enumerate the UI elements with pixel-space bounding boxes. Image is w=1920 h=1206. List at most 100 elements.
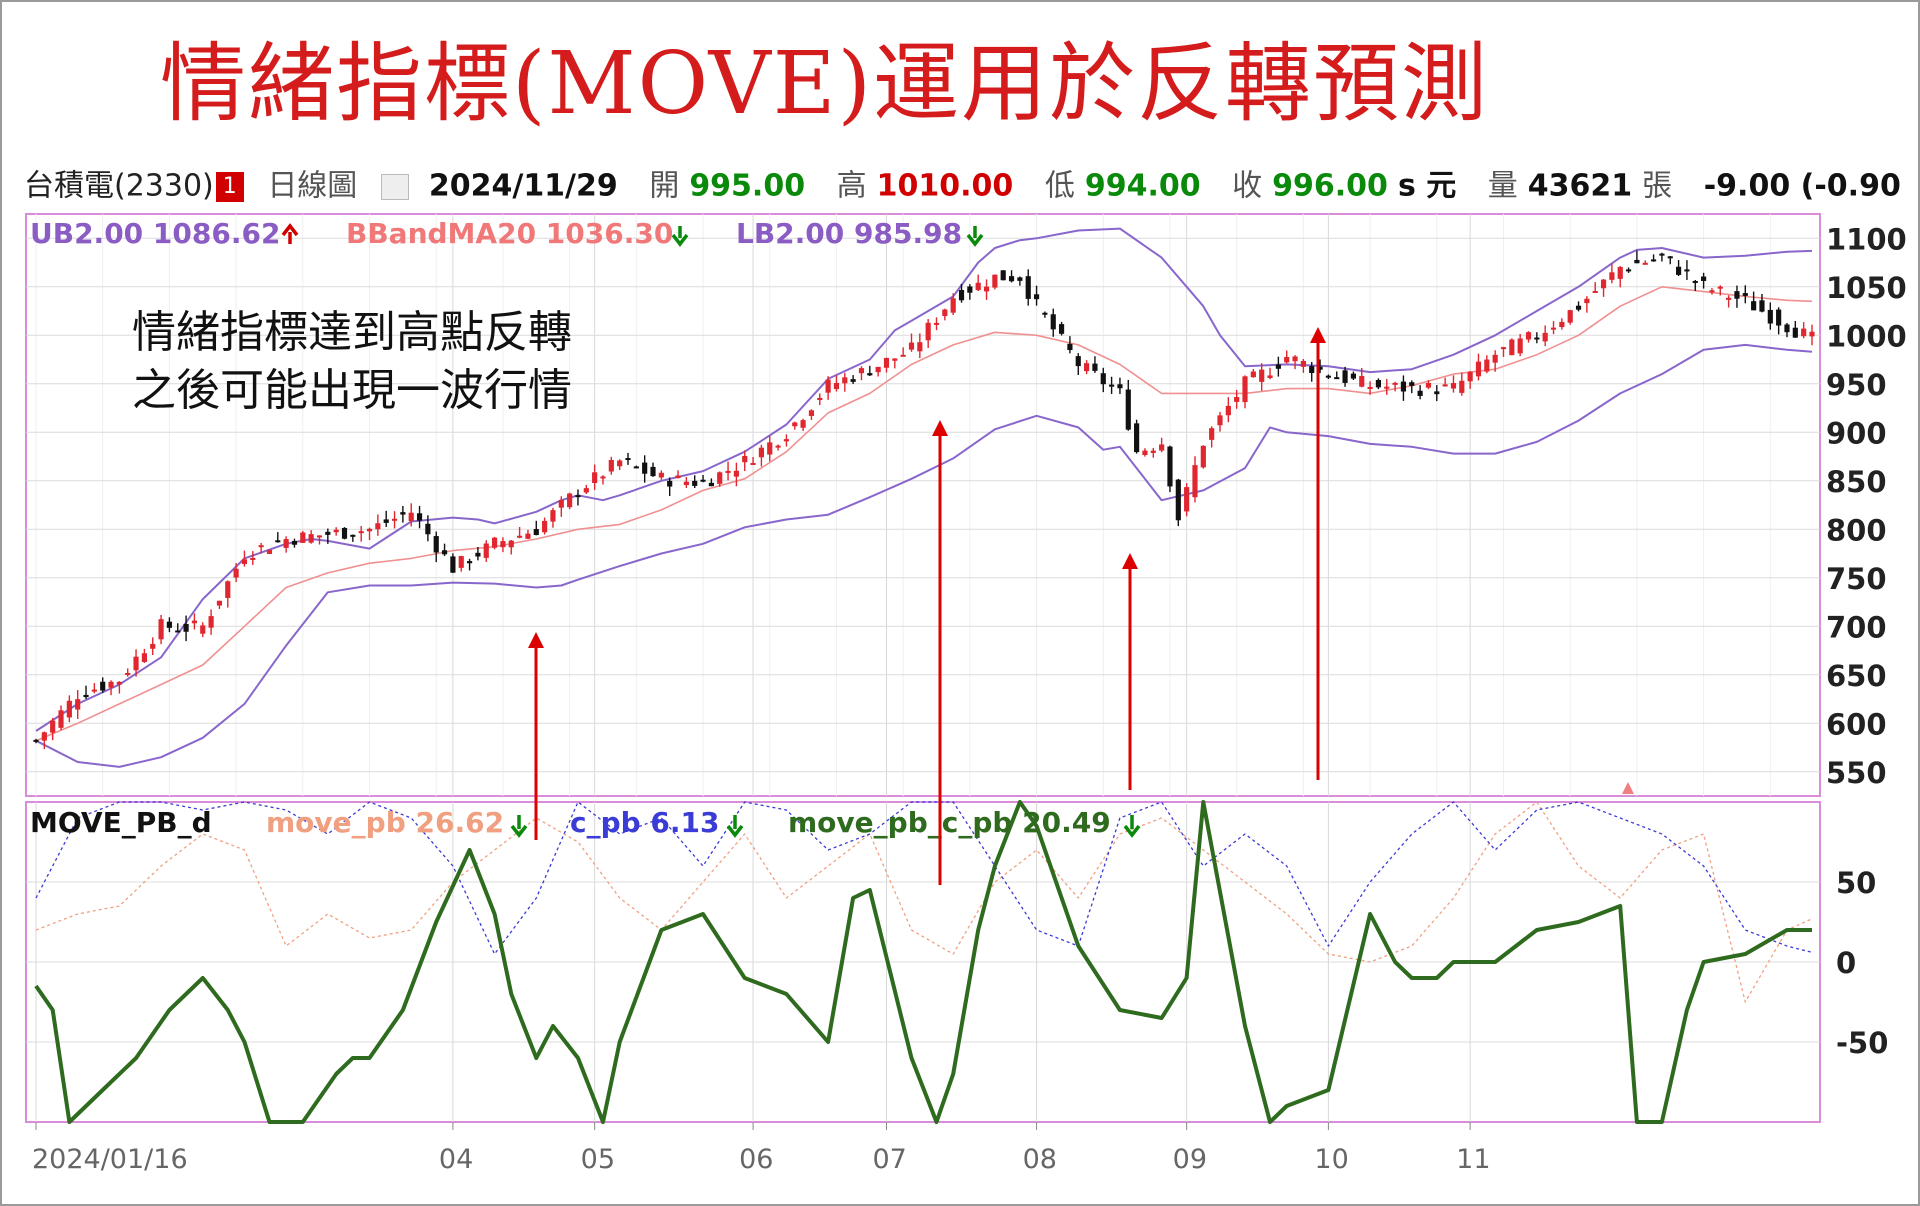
candle-body	[1209, 428, 1215, 440]
x-tick-label: 05	[581, 1144, 615, 1175]
candle-body	[1592, 290, 1598, 293]
page-title: 情緒指標(MOVE)運用於反轉預測	[160, 34, 1490, 134]
candle-body	[842, 377, 848, 384]
price-tick-label: 900	[1826, 416, 1887, 450]
candle-body	[1175, 479, 1181, 521]
price-tick-label: 1000	[1826, 319, 1907, 353]
legend-down-arrow-icon	[510, 815, 528, 838]
candle-body	[1334, 377, 1340, 380]
candle-body	[492, 537, 498, 548]
candle-body	[291, 540, 298, 545]
candle-body	[1734, 291, 1740, 299]
candle-body	[183, 623, 189, 632]
candle-body	[383, 519, 389, 523]
stock-name[interactable]: 台積電(2330)	[24, 168, 214, 204]
candle-body	[908, 342, 915, 350]
candle-body	[1534, 337, 1540, 340]
candle-body	[325, 531, 331, 535]
candle-body	[1475, 361, 1482, 377]
candle-body	[817, 397, 823, 401]
candle-body	[1084, 363, 1090, 372]
candle-body	[692, 480, 698, 486]
candle-body	[75, 699, 81, 710]
candle-body	[1008, 276, 1015, 282]
close-label: 收	[1232, 168, 1263, 204]
candle-body	[1742, 293, 1748, 296]
candle-body	[858, 368, 865, 374]
candle-body	[1325, 375, 1331, 378]
candle-body	[108, 681, 114, 688]
candle-body	[175, 630, 181, 633]
candle-body	[750, 462, 756, 465]
candle-body	[675, 475, 681, 479]
candle-body	[366, 528, 373, 532]
annotation-note: 情緒指標達到高點反轉 之後可能出現一波行情	[132, 304, 572, 420]
candle-body	[1784, 324, 1790, 333]
period-badge[interactable]: 1	[215, 171, 244, 202]
open-value: 995.00	[689, 168, 806, 204]
candle-body	[1659, 253, 1665, 256]
candle-body	[200, 625, 206, 634]
legend-down-arrow-icon	[671, 226, 689, 247]
candle-body	[867, 373, 873, 376]
candle-body	[158, 619, 164, 640]
candle-body	[1225, 405, 1231, 416]
candle-body	[283, 539, 289, 548]
candle-body	[441, 550, 448, 555]
x-tick-label: 04	[439, 1144, 473, 1175]
candle-body	[500, 541, 506, 548]
candle-body	[1367, 386, 1373, 389]
candle-body	[1726, 297, 1732, 300]
candle-body	[50, 720, 56, 733]
candle-body	[150, 643, 156, 649]
candle-body	[1751, 301, 1757, 311]
candle-body	[625, 458, 631, 461]
candle-body	[316, 535, 323, 538]
candle-body	[1342, 370, 1348, 383]
change-value: -9.00 (-0.90	[1703, 168, 1901, 204]
candle-body	[1542, 332, 1548, 342]
candle-body	[450, 556, 456, 573]
candle-body	[1350, 373, 1356, 379]
candle-body	[525, 533, 531, 539]
c-pb-line	[35, 801, 1813, 955]
candle-body	[58, 710, 64, 728]
chart-type-label[interactable]: 日線圖	[267, 168, 358, 204]
candle-body	[967, 286, 973, 293]
candle-body	[550, 510, 556, 522]
price-legend-2: LB2.00 985.98	[736, 217, 962, 250]
candle-body	[258, 545, 264, 548]
osc-legend-2: c_pb 6.13	[570, 806, 720, 839]
x-tick-label: 06	[739, 1144, 773, 1175]
candle-body	[341, 527, 348, 539]
candle-body	[1309, 366, 1315, 373]
reversal-arrow-head-icon	[1310, 327, 1326, 343]
candle-body	[1025, 276, 1031, 299]
candle-body	[1759, 300, 1765, 312]
candle-body	[1600, 279, 1607, 289]
move-pb-line	[35, 801, 1813, 1003]
candle-body	[1242, 376, 1248, 403]
quote-date: 2024/11/29	[428, 168, 618, 204]
candle-body	[1767, 309, 1773, 324]
reversal-arrow-head-icon	[528, 632, 544, 648]
candle-body	[708, 482, 714, 487]
candle-body	[100, 681, 106, 691]
candle-body	[1567, 310, 1573, 323]
candle-body	[1167, 446, 1173, 487]
close-suffix: s 元	[1397, 168, 1457, 204]
candle-body	[358, 531, 364, 534]
candle-body	[266, 549, 273, 554]
candle-body	[1384, 386, 1390, 389]
high-label: 高	[836, 168, 867, 204]
legend-up-arrow-icon	[281, 223, 299, 244]
candle-body	[958, 289, 965, 301]
x-tick-label: 08	[1023, 1144, 1057, 1175]
calendar-icon[interactable]	[381, 173, 410, 200]
candle-body	[141, 653, 147, 663]
candle-body	[66, 700, 72, 718]
candle-body	[583, 488, 589, 493]
candle-body	[1667, 256, 1673, 259]
candle-body	[667, 480, 673, 487]
